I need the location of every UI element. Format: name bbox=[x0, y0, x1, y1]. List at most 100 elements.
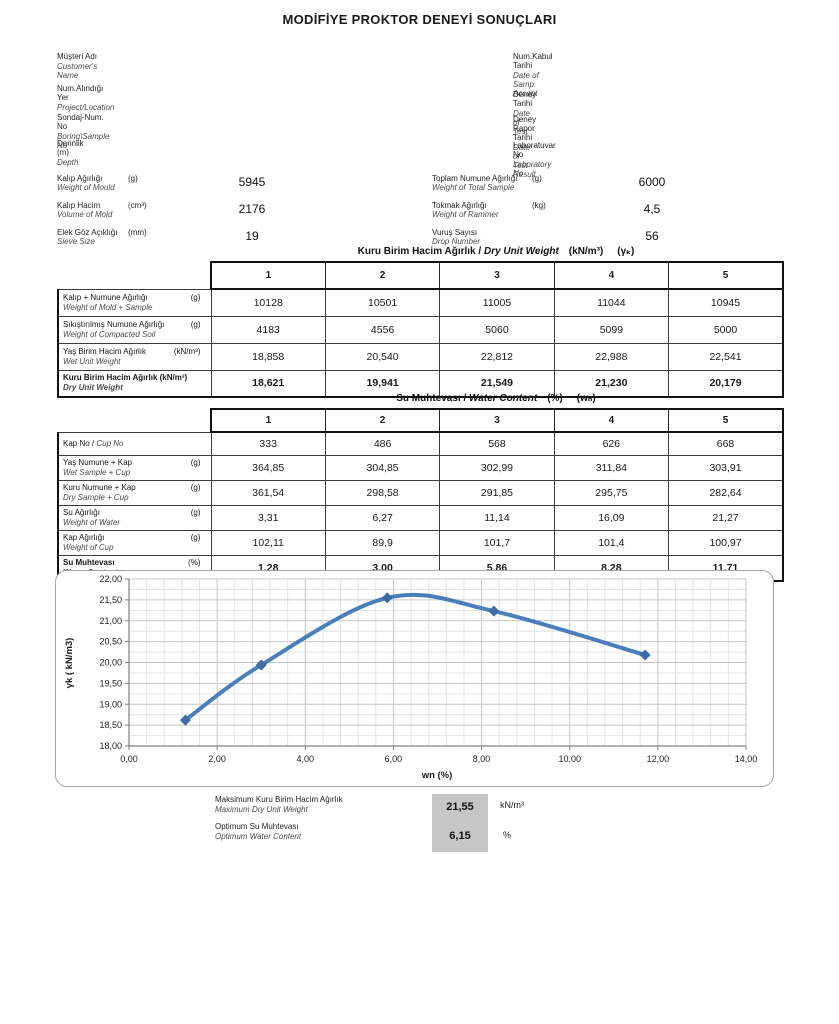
table-cell: 21,230 bbox=[553, 369, 670, 398]
table-corner-cell bbox=[58, 409, 211, 432]
header-field: Num.Kabul Tarihi Date of Samp. Accept bbox=[513, 52, 553, 98]
table-cell: 16,09 bbox=[553, 504, 670, 531]
table2-title-tr: Su Muhtevası bbox=[396, 393, 461, 404]
table-cell: 19,941 bbox=[324, 369, 441, 398]
row-label: Kap Ağırlığı (g) Weight of Cup bbox=[57, 529, 212, 556]
table1-title-symbol: (γₖ) bbox=[617, 246, 635, 257]
param-value: 6000 bbox=[638, 175, 666, 189]
table-cell: 295,75 bbox=[553, 479, 670, 506]
row-label: Yaş Numune + Kap (g) Wet Sample + Cup bbox=[57, 454, 212, 481]
table-row: Kuru Birim Hacim Ağırlık (kN/m³) Dry Unit… bbox=[57, 369, 784, 398]
x-tick-label: 12,00 bbox=[647, 754, 670, 764]
table-cell: 11005 bbox=[439, 288, 555, 317]
table-cell: 11044 bbox=[553, 288, 670, 317]
table-cell: 303,91 bbox=[668, 454, 784, 481]
table-cell: 5099 bbox=[553, 315, 670, 344]
table-cell: 20,179 bbox=[668, 369, 784, 398]
row-label: Su Ağırlığı (g) Weight of Water bbox=[57, 504, 212, 531]
data-point-marker bbox=[179, 714, 191, 726]
table-row: Yaş Numune + Kap (g) Wet Sample + Cup 364,8… bbox=[57, 454, 784, 481]
param-value: 4,5 bbox=[643, 202, 661, 216]
table-cell: 311,84 bbox=[553, 454, 670, 481]
header-field: Deney Tarihi Date of Test bbox=[513, 90, 537, 136]
param-value: 19 bbox=[245, 229, 259, 243]
row-label: Kuru Birim Hacim Ağırlık (kN/m³) Dry Unit… bbox=[57, 369, 212, 398]
param-row: (kg) Tokmak Ağırlığı Weight of Rammer 4,5 bbox=[432, 201, 792, 228]
max-dry-unit-weight-unit: kN/m³ bbox=[500, 800, 524, 810]
max-dry-unit-weight-label: Maksimum Kuru Birim Hacim Ağırlık Maximu… bbox=[215, 795, 343, 814]
row-label: Sıkıştırılmış Numune Ağırlığı (g) Weight o… bbox=[57, 315, 212, 344]
table-cell: 22,988 bbox=[553, 342, 670, 371]
row-label: Kalıp + Numune Ağırlığı (g) Weight of Mold… bbox=[57, 288, 212, 317]
table-cell: 11,14 bbox=[439, 504, 555, 531]
table-cell: 291,85 bbox=[439, 479, 555, 506]
table2-title-unit: (%) bbox=[547, 393, 563, 404]
header-field: Deney Rapor Tarihi Date of Test Result bbox=[513, 115, 537, 179]
row-label: Kap No / Cup No bbox=[57, 431, 212, 456]
table-cell: 101,4 bbox=[553, 529, 670, 556]
param-row: (mm) Elek Göz Açıklığı Sieve Size 19 bbox=[57, 228, 417, 255]
table-cell: 22,812 bbox=[439, 342, 555, 371]
table-row: Su Ağırlığı (g) Weight of Water 3,31 6,27 11,… bbox=[57, 504, 784, 531]
table-cell: 10128 bbox=[210, 288, 326, 317]
x-tick-label: 10,00 bbox=[558, 754, 581, 764]
sample-parameters: (g) Toplam Numune Ağırlığı Weight of Total… bbox=[432, 174, 792, 255]
header-field: Müşteri Adı Customer's Name bbox=[57, 52, 98, 80]
param-value: 2176 bbox=[238, 202, 266, 216]
chart-y-axis-label: γk ( kN/m3) bbox=[64, 638, 75, 689]
table1-title-tr: Kuru Birim Hacim Ağırlık bbox=[357, 246, 476, 257]
table-cell: 364,85 bbox=[210, 454, 326, 481]
optimum-water-content-tr: Optimum Su Muhtevası bbox=[215, 822, 299, 831]
table-cell: 102,11 bbox=[210, 529, 326, 556]
column-header: 5 bbox=[668, 408, 784, 433]
data-point-marker bbox=[488, 605, 500, 617]
chart-canvas: 18,00 18,50 19,00 19,50 20,00 20,50 21,00 21,50… bbox=[64, 574, 757, 781]
param-row: Vuruş Sayısı Drop Number 56 bbox=[432, 228, 792, 255]
table-cell: 21,27 bbox=[668, 504, 784, 531]
y-tick-label: 19,50 bbox=[99, 678, 122, 688]
column-header: 4 bbox=[553, 261, 670, 290]
data-point-marker bbox=[381, 592, 393, 604]
dry-unit-weight-table: Kuru Birim Hacim Ağırlık / Dry Unit Weig… bbox=[57, 246, 784, 398]
table-cell: 6,27 bbox=[324, 504, 441, 531]
table-cell: 4183 bbox=[210, 315, 326, 344]
page-title: MODİFİYE PROKTOR DENEYİ SONUÇLARI bbox=[282, 12, 557, 27]
x-tick-label: 6,00 bbox=[385, 754, 403, 764]
mould-parameters: (g) Kalıp Ağırlığı Weight of Mould 5945 (cm³… bbox=[57, 174, 417, 255]
y-tick-label: 18,50 bbox=[99, 720, 122, 730]
optimum-water-content-en: Optimum Water Content bbox=[215, 832, 302, 841]
param-value: 56 bbox=[645, 229, 659, 243]
header-field: Derinlik (m) Depth bbox=[57, 139, 84, 167]
table1-title-en: Dry Unit Weight bbox=[483, 246, 559, 257]
y-tick-label: 18,00 bbox=[99, 741, 122, 751]
table1-title-sep: / bbox=[475, 246, 484, 257]
table-cell: 333 bbox=[210, 431, 326, 456]
optimum-water-content-unit: % bbox=[503, 830, 512, 840]
x-tick-label: 4,00 bbox=[297, 754, 315, 764]
table-cell: 20,540 bbox=[324, 342, 441, 371]
optimum-water-content-label: Optimum Su Muhtevası Optimum Water Conte… bbox=[215, 822, 343, 841]
table-row: Kap No / Cup No 333 486 568 626 668 bbox=[57, 431, 784, 456]
y-tick-label: 20,50 bbox=[99, 637, 122, 647]
table-cell: 21,549 bbox=[439, 369, 555, 398]
summary-labels: Maksimum Kuru Birim Hacim Ağırlık Maximu… bbox=[215, 795, 343, 849]
param-value: 5945 bbox=[238, 175, 266, 189]
table1-title-unit: (kN/m³) bbox=[568, 246, 604, 257]
max-dry-unit-weight-en: Maximum Dry Unit Weight bbox=[215, 805, 308, 814]
header-field: Num.Alındığı Yer Project/Location bbox=[57, 84, 115, 112]
column-header: 1 bbox=[209, 261, 326, 290]
table-cell: 282,64 bbox=[668, 479, 784, 506]
row-label: Kuru Numune + Kap (g) Dry Sample + Cup bbox=[57, 479, 212, 506]
param-row: (g) Toplam Numune Ağırlığı Weight of Total… bbox=[432, 174, 792, 201]
table-cell: 101,7 bbox=[439, 529, 555, 556]
table-cell: 626 bbox=[553, 431, 670, 456]
table-row: Kap Ağırlığı (g) Weight of Cup 102,11 89,9 10… bbox=[57, 529, 784, 556]
header-field: Laboratuvar No Laboratory No bbox=[513, 141, 556, 178]
x-tick-label: 8,00 bbox=[473, 754, 491, 764]
optimum-water-content-value: 6,15 bbox=[449, 830, 471, 842]
table-cell: 302,99 bbox=[439, 454, 555, 481]
